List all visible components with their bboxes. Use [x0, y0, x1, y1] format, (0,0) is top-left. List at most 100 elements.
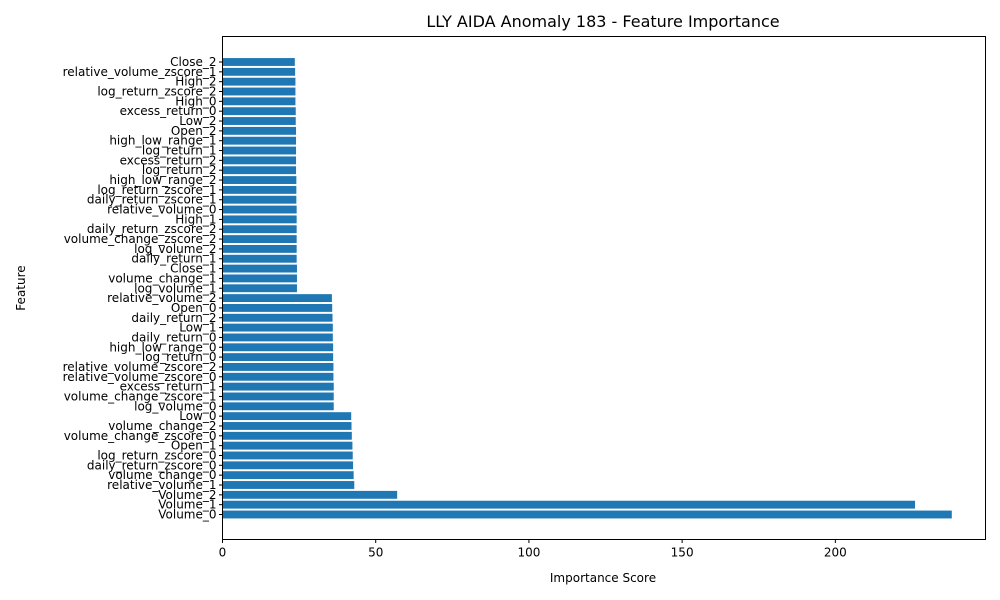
y-tick-label: Close_2	[170, 55, 216, 69]
bar-log_return_zscore_0	[222, 451, 353, 460]
y-tick-label: Volume_0	[158, 508, 216, 522]
bar-volume_change_0	[222, 471, 354, 480]
x-tick-label: 100	[517, 546, 540, 560]
bar-high_low_range_1	[222, 136, 297, 145]
plot-frame	[222, 36, 986, 540]
bar-Low_1	[222, 323, 333, 332]
bar-daily_return_0	[222, 333, 333, 342]
y-tick-label: Volume_1	[158, 498, 216, 512]
y-tick-label: high_low_range_0	[109, 340, 216, 354]
y-tick-label: log_volume_2	[134, 242, 216, 256]
bar-Close_2	[222, 58, 295, 66]
bar-log_volume_1	[222, 284, 297, 293]
y-tick-label: relative_volume_0	[107, 203, 216, 217]
x-tick-label: 150	[671, 546, 694, 560]
bar-Open_1	[222, 441, 353, 450]
y-tick-label: log_return_0	[142, 350, 217, 364]
y-tick-label: volume_change_2	[108, 419, 216, 433]
bar-log_return_2	[222, 166, 297, 175]
y-tick-label: Open_2	[171, 124, 217, 138]
y-tick-label: daily_return_2	[131, 311, 216, 325]
bar-Volume_0	[222, 510, 952, 519]
y-tick-label: log_volume_1	[134, 281, 216, 295]
y-tick-label: log_return_zscore_1	[97, 183, 216, 197]
bar-volume_change_zscore_0	[222, 431, 352, 440]
bar-relative_volume_zscore_1	[222, 67, 296, 76]
bar-Volume_1	[222, 500, 916, 509]
x-axis-label: Importance Score	[550, 571, 656, 585]
y-tick-label: Volume_2	[158, 488, 216, 502]
bar-Volume_2	[222, 490, 398, 499]
y-tick-label: log_return_2	[142, 163, 217, 177]
bar-High_1	[222, 215, 297, 224]
y-tick-label: Open_1	[171, 439, 217, 453]
bar-Low_2	[222, 117, 296, 125]
y-tick-label: excess_return_2	[120, 153, 217, 167]
bar-volume_change_1	[222, 274, 297, 283]
bar-relative_volume_zscore_2	[222, 363, 334, 371]
bar-volume_change_zscore_1	[222, 392, 334, 401]
bar-Low_0	[222, 412, 352, 421]
bar-High_2	[222, 77, 296, 86]
bar-relative_volume_1	[222, 481, 355, 489]
bar-log_return_zscore_1	[222, 185, 297, 194]
y-tick-label: daily_return_0	[131, 330, 216, 344]
bar-excess_return_0	[222, 107, 296, 116]
y-tick-label: relative_volume_zscore_0	[63, 370, 217, 384]
y-tick-label: log_return_zscore_0	[97, 448, 216, 462]
bar-daily_return_2	[222, 313, 333, 322]
bar-log_volume_0	[222, 402, 334, 411]
y-tick-label: Close_1	[170, 262, 216, 276]
bar-relative_volume_0	[222, 205, 297, 214]
y-tick-label: log_return_1	[142, 144, 217, 158]
y-tick-label: Low_1	[179, 321, 216, 335]
bar-Open_0	[222, 303, 333, 312]
y-tick-label: volume_change_zscore_2	[64, 232, 217, 246]
bar-volume_change_zscore_2	[222, 235, 297, 243]
bar-daily_return_zscore_2	[222, 225, 297, 234]
bar-log_volume_2	[222, 244, 297, 253]
y-tick-label: daily_return_1	[131, 252, 216, 266]
y-tick-label: daily_return_zscore_2	[87, 222, 217, 236]
y-tick-label: daily_return_zscore_1	[87, 193, 217, 207]
x-tick-label: 0	[219, 546, 227, 560]
bar-volume_change_2	[222, 422, 352, 430]
bar-log_return_zscore_2	[222, 87, 296, 96]
x-axis-ticks: 0 50 100 150 200	[219, 539, 847, 560]
y-axis-label: Feature	[14, 265, 28, 310]
y-tick-label: log_volume_0	[134, 399, 216, 413]
y-tick-label: high_low_range_2	[109, 173, 216, 187]
y-tick-label: Open_0	[171, 301, 217, 315]
y-tick-label: daily_return_zscore_0	[87, 458, 217, 472]
y-tick-label: relative_volume_zscore_2	[63, 360, 217, 374]
y-tick-label: High_1	[175, 212, 216, 226]
y-tick-label: Low_2	[179, 114, 216, 128]
bar-high_low_range_2	[222, 176, 297, 184]
y-tick-label: Low_0	[179, 409, 216, 423]
bar-Close_1	[222, 264, 297, 273]
y-tick-label: High_2	[175, 75, 216, 89]
y-tick-label: relative_volume_zscore_1	[63, 65, 217, 79]
chart-title: LLY AIDA Anomaly 183 - Feature Importanc…	[426, 12, 779, 31]
x-tick-label: 200	[824, 546, 847, 560]
y-tick-label: volume_change_zscore_0	[64, 429, 217, 443]
bar-daily_return_zscore_1	[222, 195, 297, 204]
y-tick-label: excess_return_0	[120, 104, 217, 118]
bar-excess_return_2	[222, 156, 297, 165]
y-tick-label: log_return_zscore_2	[97, 85, 216, 99]
y-tick-label: excess_return_1	[120, 380, 217, 394]
x-tick-label: 50	[368, 546, 383, 560]
y-tick-label: High_0	[175, 94, 216, 108]
bar-relative_volume_2	[222, 294, 332, 303]
bar-log_return_1	[222, 146, 297, 155]
y-tick-label: high_low_range_1	[109, 134, 216, 148]
y-tick-label: volume_change_1	[108, 271, 216, 285]
bar-daily_return_1	[222, 254, 297, 263]
bar-High_0	[222, 97, 296, 106]
y-tick-label: volume_change_zscore_1	[64, 389, 217, 403]
bar-high_low_range_0	[222, 343, 334, 352]
bar-excess_return_1	[222, 382, 334, 391]
bar-relative_volume_zscore_0	[222, 372, 334, 381]
